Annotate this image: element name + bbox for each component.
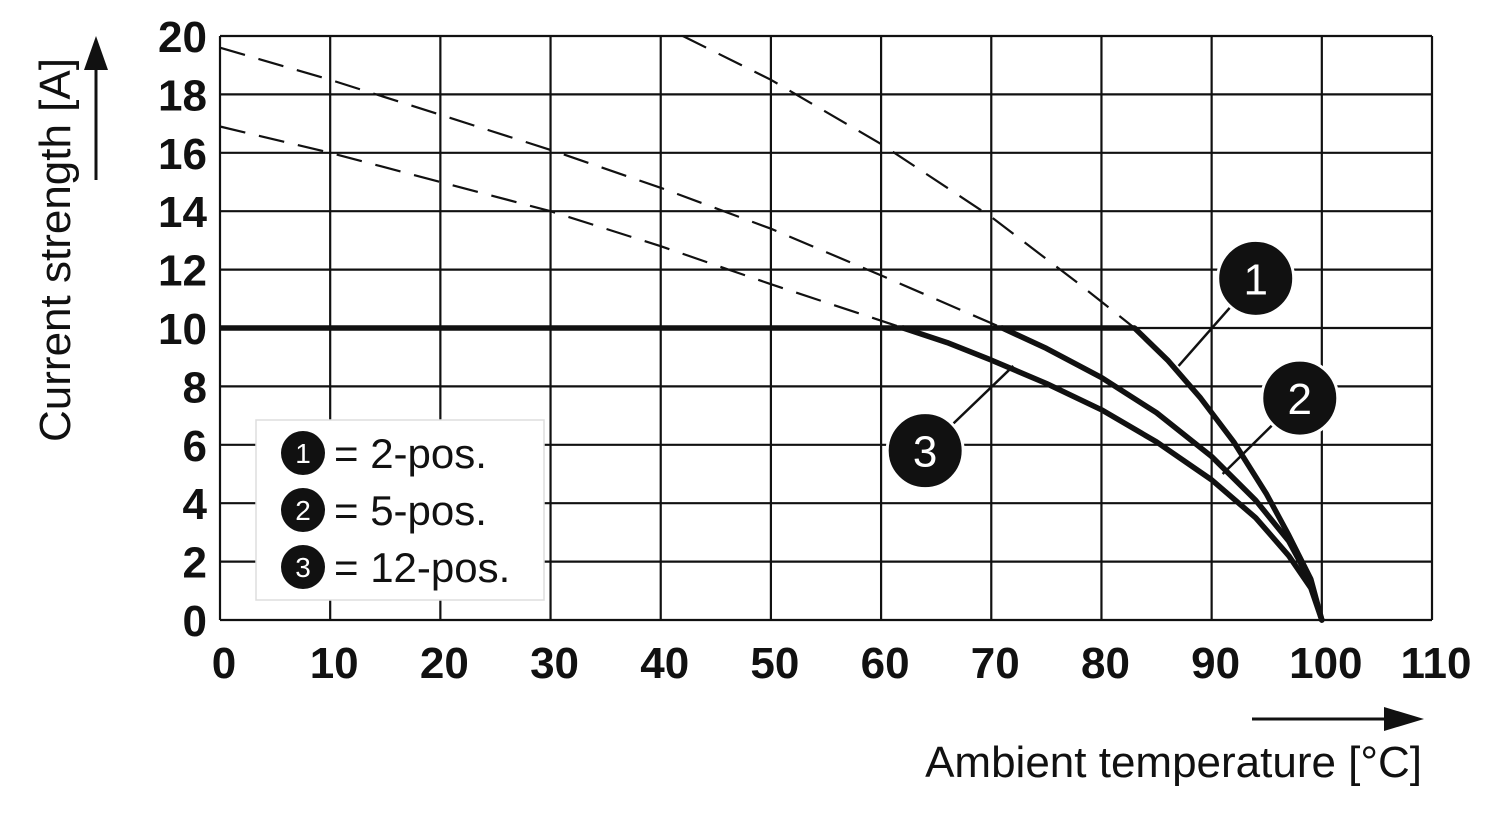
- callout-3-label: 3: [913, 428, 937, 477]
- series-2-solid-line: [999, 325, 1325, 623]
- callout-2-badge: [1260, 358, 1340, 438]
- series-2-dashed-line: [219, 46, 1003, 330]
- x-tick-label: 40: [640, 639, 689, 688]
- x-tick-label: 90: [1191, 639, 1240, 688]
- x-tick-label: 50: [750, 639, 799, 688]
- series-3-dashed-line: [219, 125, 904, 330]
- x-tick-label: 60: [861, 639, 910, 688]
- callout-2-label: 2: [1288, 375, 1312, 424]
- legend: 1 = 2-pos. 2 = 5-pos. 3 = 12-pos.: [255, 419, 545, 601]
- y-tick-label: 4: [183, 480, 208, 529]
- x-axis-title-group: Ambient temperature [°C]: [925, 707, 1424, 787]
- callouts: 1 2 3: [885, 238, 1340, 491]
- x-tick-label: 30: [530, 639, 579, 688]
- legend-marker-label: 1: [295, 438, 311, 469]
- x-axis-arrow-head-icon: [1384, 707, 1424, 731]
- y-tick-label: 20: [158, 13, 207, 62]
- y-tick-label: 14: [158, 188, 207, 237]
- legend-item-text: = 12-pos.: [334, 544, 510, 591]
- legend-marker-2: [281, 488, 325, 532]
- series-1-dashed-line: [682, 35, 1136, 329]
- x-tick-label: 70: [971, 639, 1020, 688]
- legend-item-text: = 5-pos.: [334, 487, 487, 534]
- y-tick-label: 8: [183, 363, 207, 412]
- callout-3-badge: [885, 411, 965, 491]
- x-axis-title: Ambient temperature [°C]: [925, 738, 1422, 787]
- y-axis-arrow-head-icon: [84, 36, 108, 70]
- legend-marker-1: [281, 431, 325, 475]
- y-axis-title: Current strength [A]: [31, 58, 80, 442]
- y-tick-label: 0: [183, 597, 207, 646]
- x-tick-label: 80: [1081, 639, 1130, 688]
- y-axis-title-group: Current strength [A]: [31, 36, 108, 442]
- x-tick-label: 0: [212, 639, 236, 688]
- x-axis-ticks: 0 10 20 30 40 50 60 70 80 90 100 110: [212, 639, 1472, 688]
- x-tick-label: 110: [1401, 639, 1472, 688]
- y-tick-label: 16: [158, 130, 207, 179]
- callout-1-badge: [1216, 238, 1296, 318]
- y-tick-label: 10: [158, 305, 207, 354]
- legend-marker-label: 3: [295, 552, 311, 583]
- legend-item-text: = 2-pos.: [334, 430, 487, 477]
- callout-1-label: 1: [1243, 255, 1267, 304]
- x-tick-label: 100: [1289, 639, 1362, 688]
- y-tick-label: 2: [183, 539, 207, 588]
- legend-marker-label: 2: [295, 495, 311, 526]
- y-tick-label: 6: [183, 422, 207, 471]
- x-tick-label: 10: [310, 639, 359, 688]
- y-tick-label: 18: [158, 71, 207, 120]
- y-tick-label: 12: [158, 247, 207, 296]
- y-axis-ticks: 0 2 4 6 8 10 12 14 16 18 20: [158, 13, 207, 646]
- legend-marker-3: [281, 545, 325, 589]
- series-3-solid-line: [900, 325, 1325, 623]
- curves: [219, 35, 1325, 623]
- x-tick-label: 20: [420, 639, 469, 688]
